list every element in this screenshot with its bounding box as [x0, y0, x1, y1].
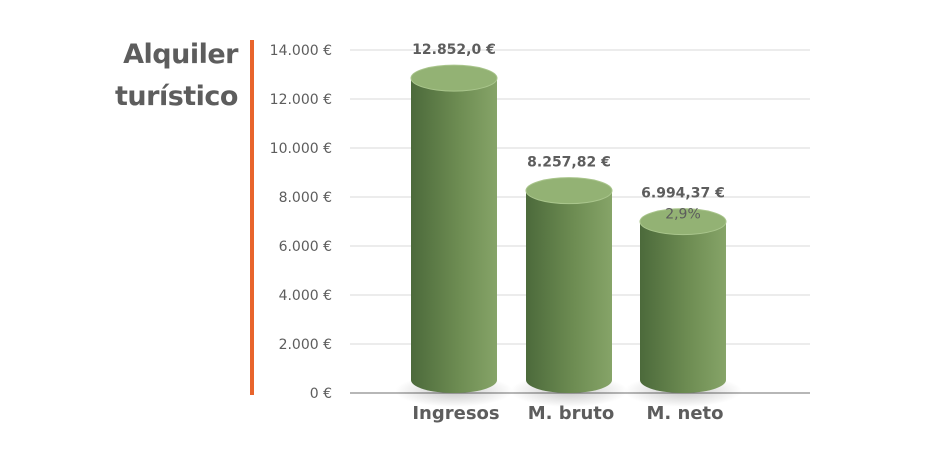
- value-label: 8.257,82 €: [527, 155, 611, 171]
- bar-1: [395, 64, 513, 407]
- y-tick-label: 10.000 €: [270, 141, 332, 157]
- bar-top: [410, 64, 498, 92]
- bar-3: [624, 208, 742, 407]
- chart-title-line-2: turístico: [115, 81, 239, 112]
- y-tick-label: 2.000 €: [279, 337, 332, 353]
- chart-title: Alquiler turístico: [96, 34, 239, 118]
- data-labels: 12.852,0 € 8.257,82 € 6.994,37 € 2,9%: [412, 42, 725, 223]
- bar-top: [639, 208, 727, 236]
- percentage-label: 2,9%: [665, 207, 701, 223]
- bar-top: [525, 177, 613, 205]
- x-axis-categories: Ingresos M. bruto M. neto: [412, 403, 723, 424]
- bar-2: [510, 177, 628, 407]
- y-tick-label: 8.000 €: [279, 190, 332, 206]
- title-accent-bar: [250, 40, 254, 395]
- bars: [395, 64, 742, 407]
- value-label: 6.994,37 €: [641, 186, 725, 202]
- category-label: Ingresos: [412, 403, 499, 424]
- y-tick-label: 6.000 €: [279, 239, 332, 255]
- category-label: M. bruto: [528, 403, 615, 424]
- value-label: 12.852,0 €: [412, 42, 496, 58]
- y-tick-label: 12.000 €: [270, 92, 332, 108]
- bar-body: [411, 78, 497, 393]
- y-tick-label: 14.000 €: [270, 43, 332, 59]
- category-label: M. neto: [646, 403, 723, 424]
- bar-body: [526, 190, 612, 393]
- bar-body: [640, 221, 726, 393]
- y-axis-ticks: 0 € 2.000 € 4.000 € 6.000 € 8.000 € 10.000 € 1…: [270, 43, 332, 402]
- chart-title-line-1: Alquiler: [123, 39, 238, 70]
- y-tick-label: 4.000 €: [279, 288, 332, 304]
- y-tick-label: 0 €: [310, 386, 332, 402]
